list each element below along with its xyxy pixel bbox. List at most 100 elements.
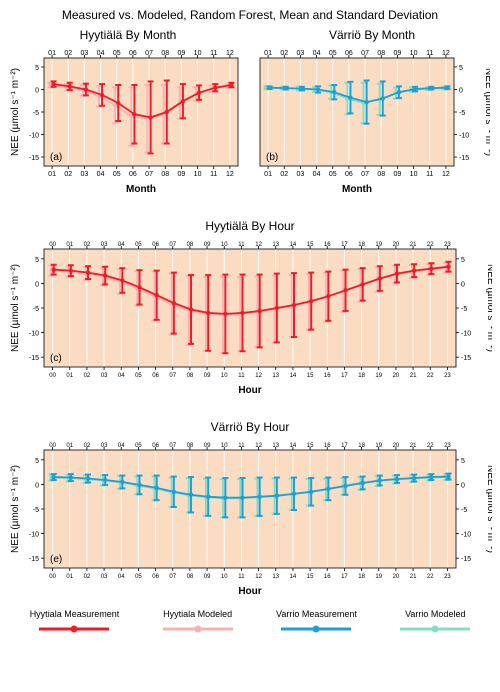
svg-text:12: 12 <box>226 171 234 178</box>
svg-text:15: 15 <box>307 373 314 379</box>
legend-label: Varrio Modeled <box>405 609 465 619</box>
svg-text:02: 02 <box>280 171 288 178</box>
svg-text:-15: -15 <box>29 155 39 162</box>
svg-text:10: 10 <box>194 171 202 178</box>
svg-text:00: 00 <box>49 574 56 580</box>
svg-text:-5: -5 <box>461 507 467 514</box>
svg-text:01: 01 <box>66 373 73 379</box>
svg-text:Hour: Hour <box>238 586 261 596</box>
svg-text:18: 18 <box>358 574 365 580</box>
svg-text:0: 0 <box>35 281 39 288</box>
svg-text:04: 04 <box>97 171 105 178</box>
svg-text:-15: -15 <box>461 355 471 362</box>
svg-text:0: 0 <box>459 88 463 95</box>
svg-text:21: 21 <box>410 373 417 379</box>
svg-text:07: 07 <box>169 373 176 379</box>
svg-text:09: 09 <box>394 171 402 178</box>
svg-text:12: 12 <box>255 373 262 379</box>
svg-text:-5: -5 <box>33 507 39 514</box>
svg-text:0: 0 <box>35 482 39 489</box>
svg-text:05: 05 <box>135 574 142 580</box>
svg-text:09: 09 <box>204 373 211 379</box>
legend-label: Varrio Measurement <box>276 609 357 619</box>
svg-text:5: 5 <box>461 458 465 465</box>
svg-text:13: 13 <box>272 373 279 379</box>
svg-text:19: 19 <box>375 574 382 580</box>
svg-text:02: 02 <box>84 574 91 580</box>
svg-text:-5: -5 <box>459 110 465 117</box>
svg-text:-15: -15 <box>461 556 471 563</box>
svg-text:0: 0 <box>35 88 39 95</box>
legend-item: Hyytiala Measurement <box>30 609 120 635</box>
svg-text:NEE (µmol s⁻¹ m⁻²): NEE (µmol s⁻¹ m⁻²) <box>10 465 21 553</box>
svg-text:-5: -5 <box>461 306 467 313</box>
svg-text:5: 5 <box>35 458 39 465</box>
svg-text:02: 02 <box>84 373 91 379</box>
legend-item: Varrio Measurement <box>276 609 357 635</box>
svg-text:-10: -10 <box>461 331 471 338</box>
svg-text:02: 02 <box>64 171 72 178</box>
svg-text:07: 07 <box>169 574 176 580</box>
svg-text:20: 20 <box>393 373 400 379</box>
panel-e: Värriö By Hour 0000010102020303040405050… <box>8 420 492 601</box>
svg-text:(a): (a) <box>50 152 62 163</box>
svg-text:16: 16 <box>324 373 331 379</box>
svg-text:20: 20 <box>393 574 400 580</box>
svg-text:-10: -10 <box>459 133 469 140</box>
svg-text:5: 5 <box>461 257 465 264</box>
panel-e-plot: 0000010102020303040405050606070708080909… <box>8 436 492 596</box>
legend-label: Hyytiala Measurement <box>30 609 120 619</box>
svg-text:-15: -15 <box>29 355 39 362</box>
legend-item: Varrio Modeled <box>400 609 470 635</box>
svg-text:-15: -15 <box>459 155 469 162</box>
svg-text:07: 07 <box>145 171 153 178</box>
main-title: Measured vs. Modeled, Random Forest, Mea… <box>8 8 492 22</box>
svg-text:0: 0 <box>461 281 465 288</box>
svg-text:06: 06 <box>129 171 137 178</box>
legend-swatch <box>400 623 470 635</box>
svg-text:Hour: Hour <box>238 385 261 395</box>
svg-text:(b): (b) <box>266 152 278 163</box>
panel-c: Hyytiälä By Hour 00000101020203030404050… <box>8 219 492 400</box>
svg-text:01: 01 <box>66 574 73 580</box>
svg-text:-10: -10 <box>29 331 39 338</box>
legend: Hyytiala Measurement Hyytiala Modeled Varr… <box>8 609 492 635</box>
svg-text:06: 06 <box>152 574 159 580</box>
legend-label: Hyytiala Modeled <box>163 609 232 619</box>
svg-text:08: 08 <box>187 574 194 580</box>
svg-text:-10: -10 <box>29 532 39 539</box>
svg-text:01: 01 <box>264 171 272 178</box>
svg-text:11: 11 <box>426 171 433 178</box>
svg-text:05: 05 <box>113 171 121 178</box>
panel-b: Värriö By Month 010102020303040405050606… <box>252 28 492 199</box>
svg-text:10: 10 <box>221 373 228 379</box>
svg-text:-15: -15 <box>29 556 39 563</box>
svg-text:08: 08 <box>161 171 169 178</box>
legend-swatch <box>39 623 109 635</box>
panel-b-title: Värriö By Month <box>252 28 492 42</box>
svg-text:23: 23 <box>444 574 451 580</box>
svg-text:14: 14 <box>290 574 297 580</box>
svg-text:NEE (µmol s⁻¹ m⁻²): NEE (µmol s⁻¹ m⁻²) <box>483 68 490 156</box>
svg-text:08: 08 <box>377 171 385 178</box>
legend-swatch <box>281 623 351 635</box>
svg-text:5: 5 <box>459 65 463 72</box>
svg-text:09: 09 <box>178 171 186 178</box>
panel-a-title: Hyytiälä By Month <box>8 28 248 42</box>
svg-text:03: 03 <box>101 373 108 379</box>
svg-text:06: 06 <box>345 171 353 178</box>
svg-text:23: 23 <box>444 373 451 379</box>
svg-text:05: 05 <box>329 171 337 178</box>
svg-text:00: 00 <box>49 373 56 379</box>
svg-text:09: 09 <box>204 574 211 580</box>
panel-c-title: Hyytiälä By Hour <box>8 219 492 233</box>
svg-text:12: 12 <box>255 574 262 580</box>
panel-c-plot: 0000010102020303040405050606070708080909… <box>8 235 492 395</box>
svg-text:22: 22 <box>427 574 434 580</box>
svg-text:18: 18 <box>358 373 365 379</box>
svg-text:21: 21 <box>410 574 417 580</box>
svg-text:04: 04 <box>313 171 321 178</box>
svg-text:10: 10 <box>221 574 228 580</box>
svg-text:04: 04 <box>118 574 125 580</box>
top-row: Hyytiälä By Month 0101020203030404050506… <box>8 28 492 199</box>
